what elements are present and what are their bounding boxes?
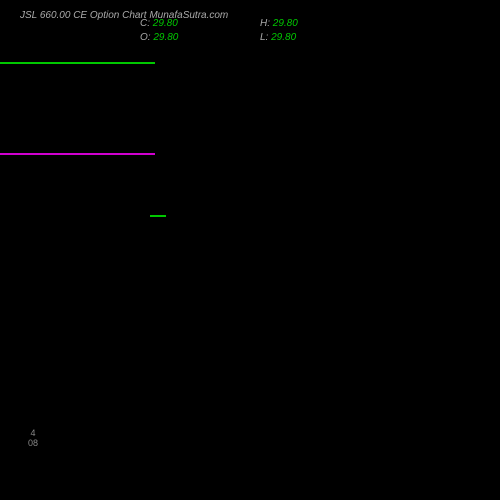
close-readout: C: 29.80	[140, 18, 178, 29]
high-label: H:	[260, 18, 270, 29]
chart-title: JSL 660.00 CE Option Chart MunafaSutra.c…	[20, 10, 228, 21]
open-value: 29.80	[153, 32, 178, 43]
low-value: 29.80	[271, 32, 296, 43]
high-readout: H: 29.80	[260, 18, 298, 29]
open-label: O:	[140, 32, 151, 43]
low-label: L:	[260, 32, 268, 43]
option-chart: JSL 660.00 CE Option Chart MunafaSutra.c…	[0, 0, 500, 500]
magenta-line	[0, 153, 155, 155]
close-value: 29.80	[153, 18, 178, 29]
upper-green-line	[0, 62, 155, 64]
low-readout: L: 29.80	[260, 32, 296, 43]
tick-top: 4	[28, 428, 38, 438]
small-green-tick	[150, 215, 166, 217]
open-readout: O: 29.80	[140, 32, 178, 43]
close-label: C:	[140, 18, 150, 29]
x-axis-tick: 4 08	[28, 428, 38, 448]
high-value: 29.80	[273, 18, 298, 29]
tick-bottom: 08	[28, 438, 38, 448]
